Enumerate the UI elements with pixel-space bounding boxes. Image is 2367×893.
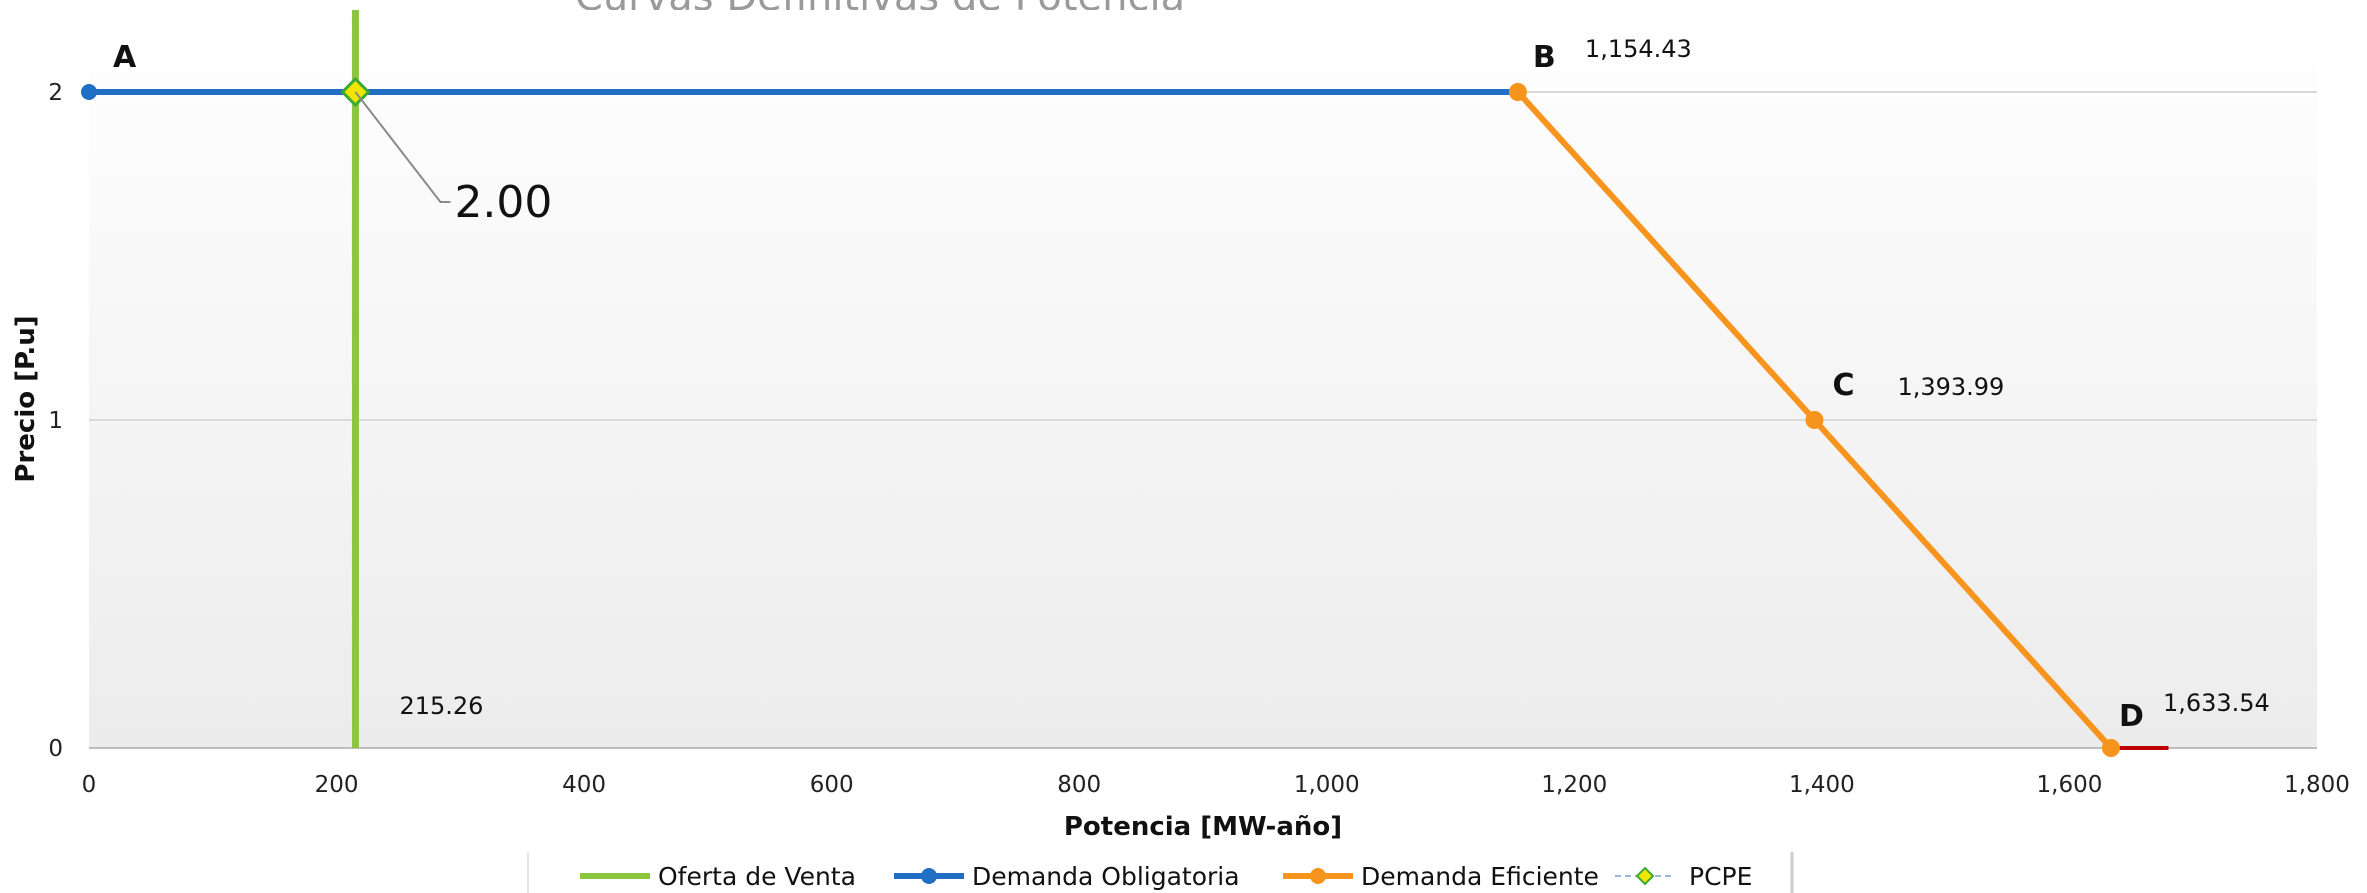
legend-demanda-obligatoria-marker xyxy=(921,868,937,884)
legend-box xyxy=(528,850,1792,893)
series-point-demanda-eficiente xyxy=(1508,83,1527,101)
pcpe-leader-line xyxy=(354,91,451,203)
x-tick-label: 200 xyxy=(315,772,359,798)
legend-oferta-de-venta-label: Oferta de Venta xyxy=(658,862,856,891)
x-axis-title: Potencia [MW-año] xyxy=(1064,812,1342,842)
legend-pcpe-label: PCPE xyxy=(1689,862,1752,891)
series-point-demanda-eficiente xyxy=(1805,411,1824,429)
x-tick-label: 1,200 xyxy=(1541,772,1607,798)
point-labels: A B 1,154.43 C 1,393.99 D 1,633.54 2.00 215.26 xyxy=(113,35,2270,734)
legend-demanda-eficiente-marker xyxy=(1310,868,1326,884)
offer-quantity-label: 215.26 xyxy=(399,692,483,720)
x-tick-label: 1,400 xyxy=(1789,772,1855,798)
legend-demanda-eficiente-label: Demanda Eficiente xyxy=(1361,862,1599,891)
x-tick-label: 800 xyxy=(1057,772,1101,798)
legend-pcpe-marker xyxy=(1635,866,1655,886)
x-tick-label: 400 xyxy=(562,772,606,798)
plot-area xyxy=(89,10,2317,748)
point-label-b: B xyxy=(1533,40,1556,75)
x-tick-label: 1,000 xyxy=(1294,772,1360,798)
y-axis-title: Precio [P.u] xyxy=(11,315,41,482)
point-label-d: D xyxy=(2119,699,2144,734)
x-tick-label: 1,600 xyxy=(2037,772,2103,798)
y-tick-label: 0 xyxy=(48,736,63,762)
x-tick-label: 0 xyxy=(82,772,97,798)
point-value-b: 1,154.43 xyxy=(1585,35,1692,63)
y-tick-label: 1 xyxy=(48,408,63,434)
point-value-d: 1,633.54 xyxy=(2163,689,2270,717)
pcpe-price-label: 2.00 xyxy=(454,177,552,228)
series-point-demanda-obligatoria xyxy=(81,84,97,100)
series-point-demanda-eficiente xyxy=(2101,739,2120,757)
x-tick-label: 600 xyxy=(810,772,854,798)
point-value-c: 1,393.99 xyxy=(1897,373,2004,401)
x-tick-label: 1,800 xyxy=(2284,772,2350,798)
legend: Oferta de Venta Demanda Obligatoria Demand… xyxy=(527,850,1794,893)
legend-demanda-obligatoria-label: Demanda Obligatoria xyxy=(972,862,1240,891)
series-layer xyxy=(81,10,2169,757)
y-tick-label: 2 xyxy=(48,80,63,106)
point-label-c: C xyxy=(1832,368,1854,403)
point-label-a: A xyxy=(113,40,137,75)
x-axis-ticks: 0 200 400 600 800 1,000 1,200 1,400 1,600 1,800 xyxy=(82,772,2350,798)
y-axis-ticks: 0 1 2 xyxy=(48,80,63,762)
